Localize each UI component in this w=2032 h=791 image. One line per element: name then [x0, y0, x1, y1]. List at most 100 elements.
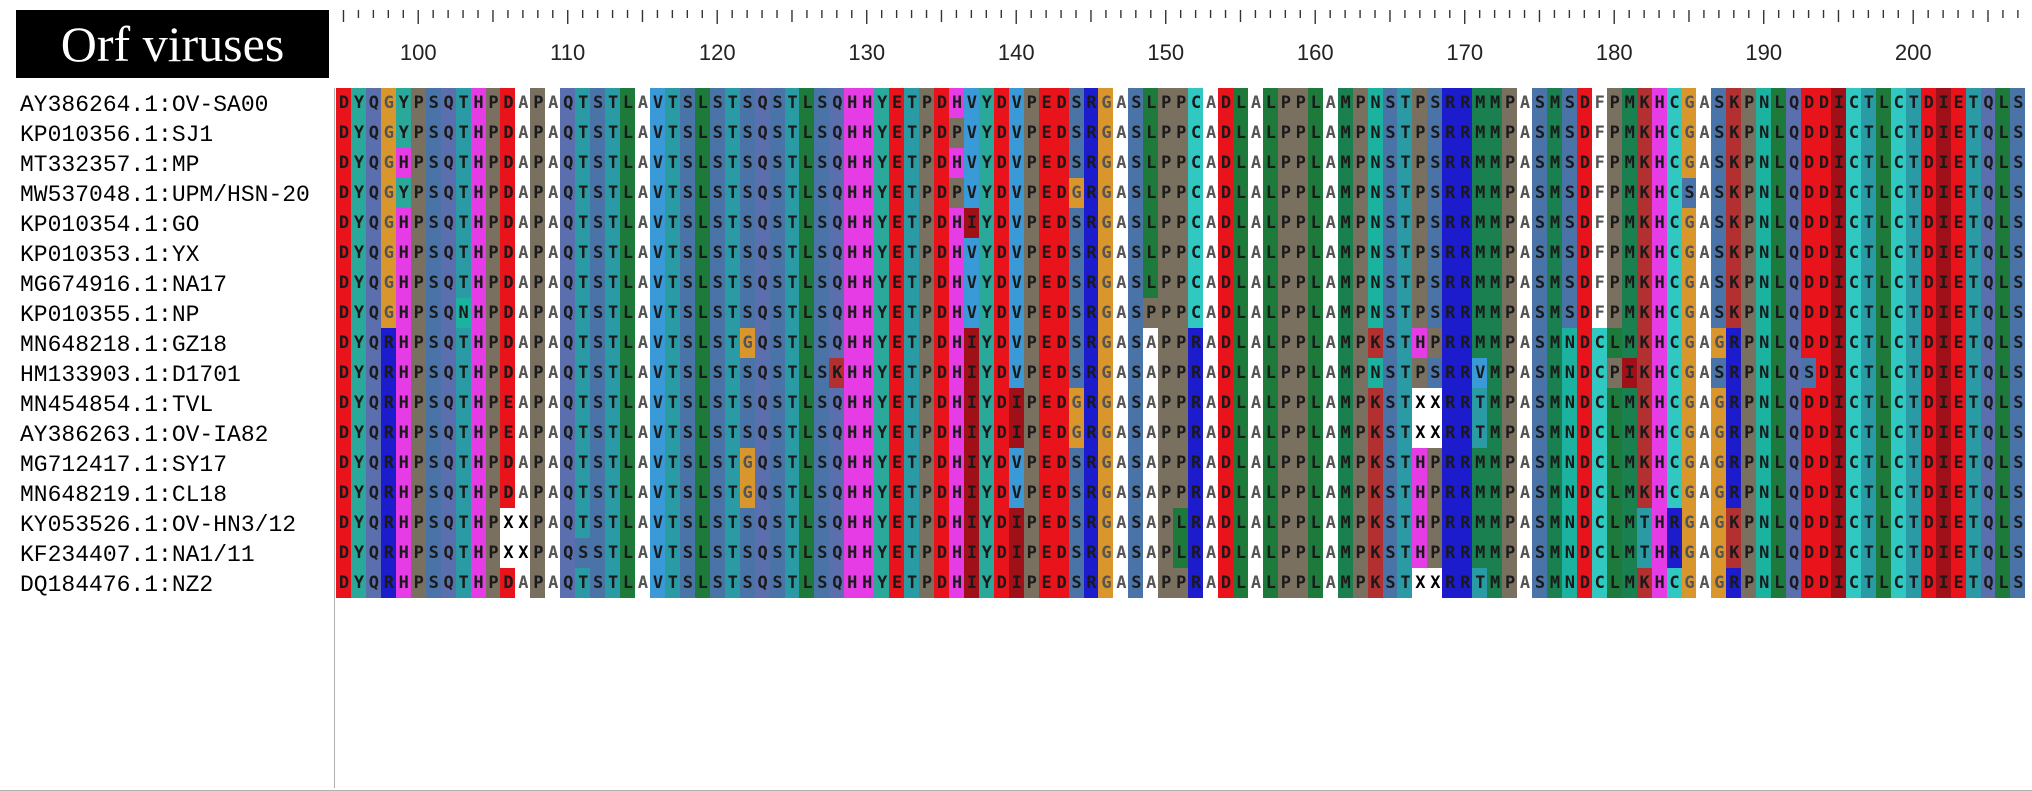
residue-cell: L	[1233, 388, 1248, 418]
residue-cell: E	[1038, 448, 1054, 478]
residue-cell: K	[1726, 298, 1742, 328]
residue-cell: P	[919, 328, 935, 358]
sequence-name[interactable]: AY386263.1:OV-IA82	[20, 422, 269, 448]
residue-cell: H	[470, 418, 486, 448]
sequence-name[interactable]: DQ184476.1:NZ2	[20, 572, 214, 598]
sequence-name[interactable]: MG674916.1:NA17	[20, 272, 228, 298]
residue-cell: P	[1606, 208, 1622, 238]
residue-cell: C	[1188, 268, 1204, 298]
residue-cell: T	[575, 568, 591, 598]
sequence-name[interactable]: MW537048.1:UPM/HSN-20	[20, 182, 310, 208]
residue-cell: M	[1621, 538, 1637, 568]
residue-cell: A	[1517, 418, 1533, 448]
residue-cell: M	[1621, 328, 1637, 358]
residue-cell: D	[1218, 448, 1234, 478]
residue-cell: P	[1502, 568, 1518, 598]
sequence-name[interactable]: AY386264.1:OV-SA00	[20, 92, 269, 118]
residue-cell: T	[1860, 448, 1876, 478]
sequence-name-panel[interactable]: AY386264.1:OV-SA00 KP010356.1:SJ1 MT332357…	[0, 88, 335, 788]
residue-cell: A	[515, 418, 531, 448]
residue-cell: S	[1128, 508, 1144, 538]
residue-cell: P	[485, 148, 501, 178]
residue-cell: L	[1995, 148, 2011, 178]
residue-cell: A	[1203, 448, 1219, 478]
residue-cell: Q	[754, 88, 770, 118]
residue-cell: D	[1218, 358, 1234, 388]
ruler-label: 160	[1297, 40, 1334, 65]
residue-cell: T	[605, 178, 621, 208]
residue-cell: D	[934, 508, 949, 538]
sequence-name[interactable]: KF234407.1:NA1/11	[20, 542, 255, 568]
residue-cell: A	[545, 148, 561, 178]
residue-cell: L	[1875, 538, 1891, 568]
sequence-name[interactable]: KY053526.1:OV-HN3/12	[20, 512, 297, 538]
residue-cell: C	[1188, 208, 1204, 238]
residue-cell: P	[919, 568, 935, 598]
residue-cell: L	[1307, 388, 1323, 418]
residue-cell: S	[2010, 358, 2026, 388]
residue-cell: R	[1188, 448, 1204, 478]
sequence-name[interactable]: KP010355.1:NP	[20, 302, 200, 328]
residue-cell: S	[1382, 238, 1398, 268]
residue-cell: S	[1532, 148, 1547, 178]
residue-cell: H	[1651, 178, 1667, 208]
residue-cell: E	[500, 388, 516, 418]
residue-cell: Y	[350, 328, 366, 358]
residue-cell: H	[859, 418, 875, 448]
residue-cell: A	[1113, 238, 1129, 268]
residue-cell: Y	[350, 118, 366, 148]
residue-cell: M	[1337, 358, 1353, 388]
residue-cell: P	[485, 118, 501, 148]
residue-cell: A	[1517, 538, 1533, 568]
residue-cell: T	[1965, 568, 1981, 598]
sequence-name[interactable]: KP010354.1:GO	[20, 212, 200, 238]
residue-cell: S	[425, 448, 441, 478]
residue-cell: Q	[754, 148, 770, 178]
residue-cell: T	[1860, 268, 1876, 298]
residue-cell: H	[844, 478, 860, 508]
sequence-name[interactable]: MN454854.1:TVL	[20, 392, 214, 418]
residue-cell: L	[1875, 388, 1891, 418]
sequence-name[interactable]: KP010353.1:YX	[20, 242, 200, 268]
residue-cell: T	[664, 358, 680, 388]
residue-cell: A	[515, 238, 531, 268]
sequence-name[interactable]: HM133903.1:D1701	[20, 362, 241, 388]
residue-cell: D	[1576, 148, 1592, 178]
residue-cell: S	[679, 508, 695, 538]
residue-cell: R	[1188, 418, 1204, 448]
sequence-name[interactable]: MG712417.1:SY17	[20, 452, 228, 478]
sequence-name[interactable]: MN648219.1:CL18	[20, 482, 228, 508]
residue-cell: H	[948, 238, 964, 268]
residue-cell: I	[1935, 418, 1951, 448]
sequence-name[interactable]: KP010356.1:SJ1	[20, 122, 214, 148]
residue-cell: G	[1681, 448, 1697, 478]
residue-cell: L	[620, 268, 636, 298]
sequence-name[interactable]: MN648218.1:GZ18	[20, 332, 228, 358]
residue-cell: R	[1726, 478, 1742, 508]
residue-cell: P	[1158, 178, 1174, 208]
residue-cell: G	[1681, 208, 1697, 238]
residue-cell: H	[395, 448, 411, 478]
residue-cell: Y	[978, 388, 994, 418]
residue-cell: A	[1322, 508, 1338, 538]
sequence-name[interactable]: MT332357.1:MP	[20, 152, 200, 178]
residue-cell: E	[889, 298, 905, 328]
residue-cell: Q	[754, 238, 770, 268]
residue-cell: A	[545, 178, 561, 208]
residue-cell: L	[620, 508, 636, 538]
residue-cell: T	[904, 328, 920, 358]
residue-cell: I	[963, 538, 979, 568]
residue-cell: A	[1113, 118, 1129, 148]
residue-cell: H	[395, 148, 411, 178]
residue-cell: G	[739, 328, 755, 358]
residue-cell: T	[455, 388, 471, 418]
residue-cell: A	[1517, 358, 1533, 388]
residue-cell: L	[1173, 538, 1189, 568]
residue-cell: Q	[365, 568, 381, 598]
residue-cell: M	[1337, 568, 1353, 598]
residue-cell: S	[769, 148, 785, 178]
residue-cell: A	[545, 328, 561, 358]
residue-cell: D	[1816, 88, 1832, 118]
residue-cell: D	[1053, 118, 1069, 148]
